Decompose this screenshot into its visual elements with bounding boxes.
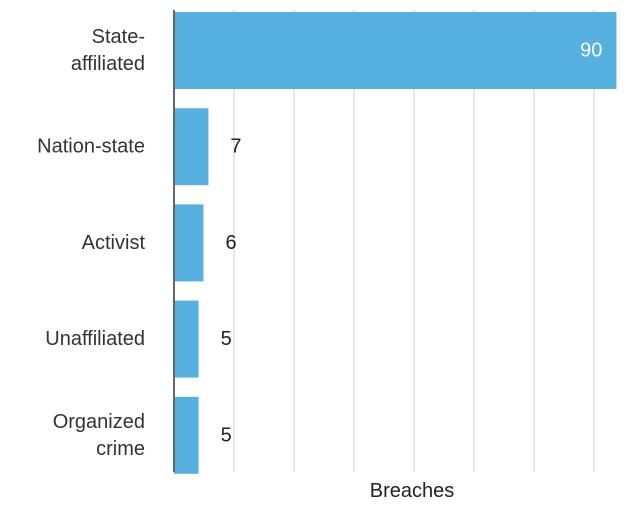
category-label-line: Organized: [53, 411, 145, 433]
category-label: Nation-state: [37, 136, 145, 158]
category-label-line: State-: [92, 26, 145, 48]
bar: [174, 12, 617, 89]
value-label: 6: [225, 232, 236, 254]
value-label: 90: [580, 40, 602, 62]
category-label-line: Unaffiliated: [45, 328, 145, 350]
bar: [174, 108, 209, 186]
bar: [174, 396, 199, 474]
bar: [174, 300, 199, 378]
value-labels: 90 7 6 5 5: [221, 40, 603, 447]
category-label: State-affiliated: [71, 26, 145, 75]
value-label: 5: [221, 424, 232, 446]
category-label: Unaffiliated: [45, 328, 145, 350]
category-label: Activist: [82, 232, 146, 254]
value-label: 5: [221, 328, 232, 350]
category-label-line: crime: [96, 438, 145, 460]
category-label-line: Activist: [82, 232, 146, 254]
category-label-line: affiliated: [71, 53, 145, 75]
x-axis-title: Breaches: [370, 480, 455, 502]
category-label-line: Nation-state: [37, 136, 145, 158]
category-label: Organized crime: [53, 411, 145, 460]
category-labels: State-affiliated Nation-state Activist Unaf…: [37, 26, 145, 460]
bar: [174, 204, 204, 282]
bars: [174, 12, 617, 474]
value-label: 7: [230, 136, 241, 158]
